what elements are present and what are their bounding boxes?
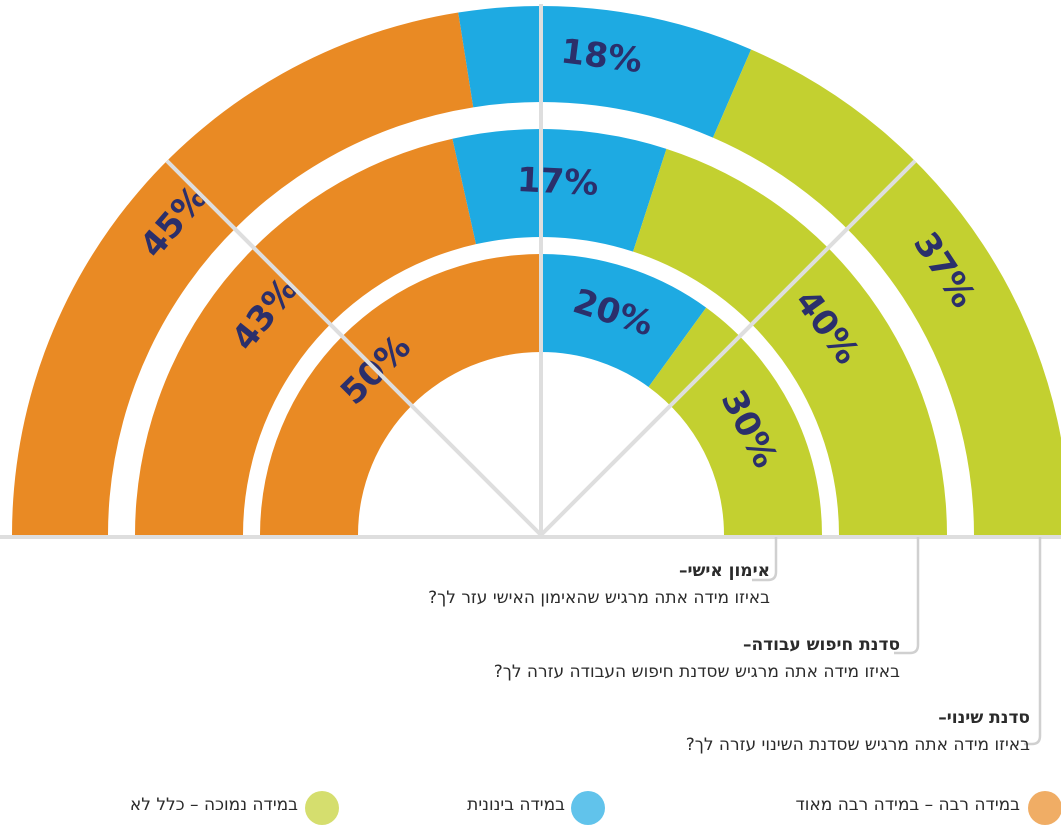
callout — [752, 537, 778, 582]
value-label: 17% — [516, 160, 599, 204]
legend-swatch — [571, 791, 605, 825]
ring-segment — [458, 5, 752, 138]
ring-name: אימון אישי– — [678, 561, 770, 581]
ring-question: באיזו מידה אתה מרגיש שסדנת השינוי עזרה ל… — [685, 735, 1030, 755]
separator — [165, 159, 543, 537]
ring-segment — [541, 254, 707, 387]
annotation: אימון אישי– באיזו מידה אתה מרגיש שהאימון … — [428, 558, 770, 612]
ring-segment — [12, 12, 474, 535]
ring-name: סדנת חיפוש עבודה– — [743, 635, 900, 655]
callout — [894, 537, 920, 655]
ring-question: באיזו מידה אתה מרגיש שסדנת חיפוש העבודה … — [493, 662, 900, 682]
separator — [539, 159, 917, 537]
legend-swatch — [305, 791, 339, 825]
ring-segment — [135, 138, 476, 535]
ring-name: סדנת שינוי– — [938, 708, 1030, 728]
legend-label: במידה בינונית — [467, 795, 565, 815]
ring-question: באיזו מידה אתה מרגיש שהאימון האישי עזר ל… — [428, 588, 770, 608]
ring-segment — [452, 129, 667, 252]
ring-segment — [712, 49, 1061, 535]
annotation: סדנת שינוי– באיזו מידה אתה מרגיש שסדנת הש… — [686, 705, 1030, 759]
ring-segment — [648, 307, 822, 535]
legend-swatch — [1028, 791, 1061, 825]
legend-label: במידה רבה – במידה רבה מאוד — [795, 795, 1020, 815]
legend-label: במידה נמוכה – כלל לא — [129, 795, 298, 815]
ring-segment — [633, 148, 947, 536]
annotation: סדנת חיפוש עבודה– באיזו מידה אתה מרגיש שס… — [494, 632, 900, 686]
callout — [1024, 537, 1042, 746]
